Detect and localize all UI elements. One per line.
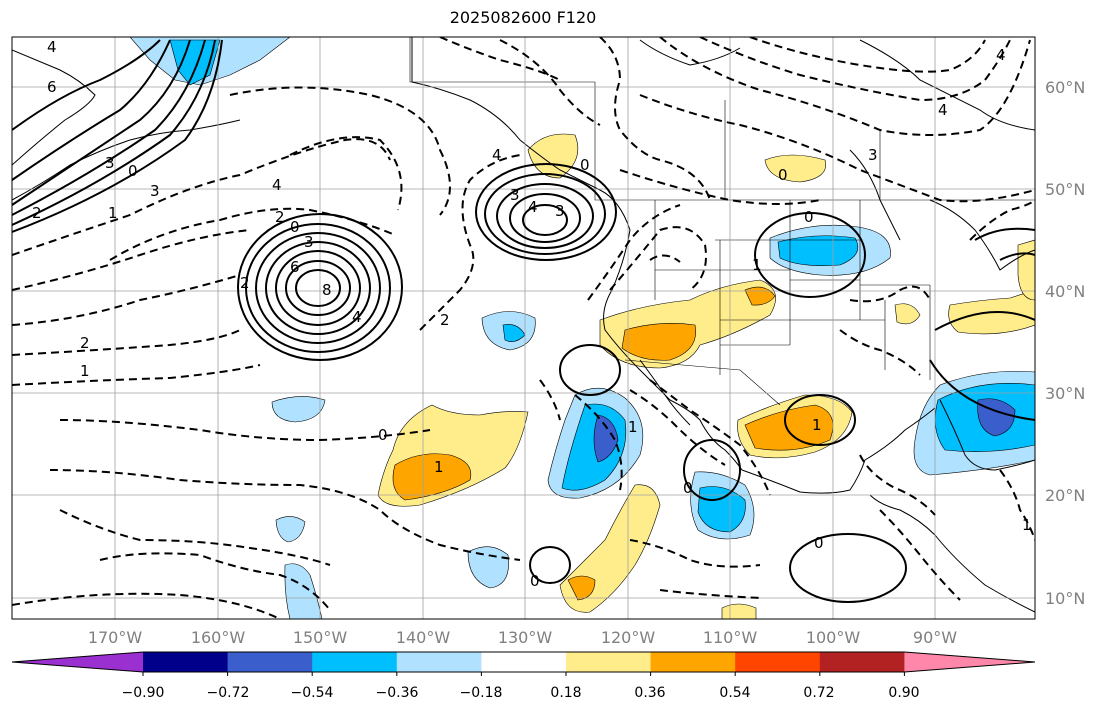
contour-label: 1 <box>434 458 444 476</box>
colorbar-extend-high <box>904 652 1035 672</box>
contour-label: 1 <box>812 416 822 434</box>
contour-label: 8 <box>322 281 332 299</box>
colorbar-tick-label: 0.54 <box>719 685 750 701</box>
lat-label: 10°N <box>1045 589 1085 608</box>
colorbar-segment <box>396 652 482 672</box>
colorbar <box>11 651 1036 676</box>
contour-label: 0 <box>290 218 300 236</box>
colorbar-segment <box>143 652 229 672</box>
colorbar-segment <box>735 652 821 672</box>
contour-label: 2 <box>32 204 42 222</box>
contour-label: 4 <box>938 101 948 119</box>
colorbar-segment <box>819 652 905 672</box>
contour-label: 3 <box>150 182 160 200</box>
map-title: 2025082600 F120 <box>449 8 597 27</box>
lon-label: 110°W <box>703 628 758 647</box>
lat-label: 20°N <box>1045 486 1085 505</box>
colorbar-tick-label: −0.18 <box>460 685 503 701</box>
lon-label: 90°W <box>913 628 957 647</box>
contour-label: 1 <box>108 204 118 222</box>
contour-label: 6 <box>290 258 300 276</box>
colorbar-tick-label: −0.36 <box>376 685 419 701</box>
contour-label: 2 <box>275 208 285 226</box>
map-frame <box>11 36 1036 620</box>
colorbar-tick-label: −0.90 <box>122 685 165 701</box>
contour-label: 0 <box>580 156 590 174</box>
colorbar-extend-low <box>12 652 143 672</box>
contour-label: 3 <box>555 202 565 220</box>
contour-labels: 4 6 3 0 3 2 1 4 2 0 3 6 8 4 2 2 1 0 4 3 … <box>32 38 1032 590</box>
lat-label: 60°N <box>1045 78 1085 97</box>
contour-label: 1 <box>1022 516 1032 534</box>
contour-label: 4 <box>996 46 1006 64</box>
contour-label: 0 <box>778 166 788 184</box>
colorbar-tick-label: 0.18 <box>550 685 581 701</box>
contour-label: 3 <box>868 146 878 164</box>
contour-label: 6 <box>47 78 57 96</box>
contour-label: 0 <box>804 208 814 226</box>
contour-label: 0 <box>814 534 824 552</box>
lon-label: 150°W <box>293 628 348 647</box>
contours <box>12 37 1035 619</box>
longitude-labels: 170°W 160°W 150°W 140°W 130°W 120°W 110°… <box>88 628 957 647</box>
lon-label: 170°W <box>88 628 143 647</box>
contour-label: 4 <box>528 198 538 216</box>
colorbar-labels: −0.90 −0.72 −0.54 −0.36 −0.18 0.18 0.36 … <box>122 685 920 701</box>
colorbar-tick-label: 0.90 <box>888 685 919 701</box>
contour-label: 1 <box>628 418 638 436</box>
contour-label: 3 <box>510 186 520 204</box>
lat-label: 30°N <box>1045 384 1085 403</box>
contour-label: 4 <box>352 308 362 326</box>
lat-label: 50°N <box>1045 180 1085 199</box>
lon-label: 140°W <box>396 628 451 647</box>
colorbar-segment <box>650 652 736 672</box>
colorbar-tick-label: 0.72 <box>803 685 834 701</box>
lon-label: 100°W <box>806 628 861 647</box>
contour-label: 2 <box>80 334 90 352</box>
lon-label: 130°W <box>498 628 553 647</box>
contour-label: 2 <box>240 274 250 292</box>
contour-label: 1 <box>752 256 762 274</box>
contour-label: 1 <box>80 362 90 380</box>
colorbar-tick-label: 0.36 <box>634 685 665 701</box>
contour-label: 4 <box>492 146 502 164</box>
contour-label: 0 <box>530 572 540 590</box>
contour-label: 4 <box>47 38 57 56</box>
latitude-labels: 60°N 50°N 40°N 30°N 20°N 10°N <box>1045 78 1085 608</box>
contour-label: 2 <box>440 311 450 329</box>
contour-label: 3 <box>304 233 314 251</box>
colorbar-segment <box>312 652 398 672</box>
contour-label: 0 <box>378 426 388 444</box>
lon-label: 160°W <box>191 628 246 647</box>
lat-lon-grid <box>12 37 1035 619</box>
colorbar-tick-label: −0.54 <box>291 685 334 701</box>
contour-label: 3 <box>105 154 115 172</box>
colorbar-tick-label: −0.72 <box>207 685 250 701</box>
colorbar-segment <box>481 652 567 672</box>
lon-label: 120°W <box>601 628 656 647</box>
lat-label: 40°N <box>1045 282 1085 301</box>
contour-label: 0 <box>128 162 138 180</box>
colorbar-segment <box>227 652 313 672</box>
political-borders <box>409 37 1035 406</box>
contour-label: 0 <box>683 479 693 497</box>
colorbar-segment <box>566 652 652 672</box>
contour-label: 4 <box>272 176 282 194</box>
